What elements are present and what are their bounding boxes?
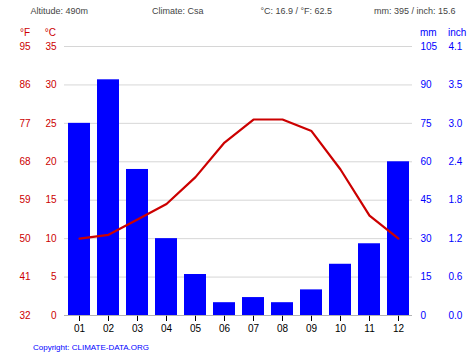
svg-text:68: 68 (19, 156, 31, 167)
svg-text:25: 25 (45, 118, 57, 129)
svg-text:5: 5 (51, 271, 57, 282)
svg-text:02: 02 (103, 323, 115, 334)
svg-text:1.8: 1.8 (449, 194, 463, 205)
svg-text:3.0: 3.0 (449, 118, 463, 129)
svg-text:45: 45 (421, 194, 433, 205)
svg-text:32: 32 (19, 310, 31, 321)
svg-text:105: 105 (421, 41, 438, 52)
svg-text:77: 77 (19, 118, 31, 129)
svg-text:mm: mm (420, 27, 437, 38)
svg-text:10: 10 (45, 233, 57, 244)
svg-text:09: 09 (306, 323, 318, 334)
svg-text:Climate: Csa: Climate: Csa (152, 6, 204, 16)
svg-text:2.4: 2.4 (449, 156, 463, 167)
svg-text:90: 90 (421, 79, 433, 90)
svg-text:°C: °C (45, 27, 56, 38)
svg-text:86: 86 (19, 79, 31, 90)
svg-text:95: 95 (19, 41, 31, 52)
svg-text:50: 50 (19, 233, 31, 244)
svg-text:0: 0 (51, 310, 57, 321)
svg-text:mm: 395 / inch: 15.6: mm: 395 / inch: 15.6 (374, 6, 456, 16)
svg-text:01: 01 (74, 323, 86, 334)
svg-text:20: 20 (45, 156, 57, 167)
svg-text:°F: °F (20, 27, 30, 38)
svg-text:41: 41 (19, 271, 31, 282)
svg-text:12: 12 (393, 323, 405, 334)
svg-text:30: 30 (45, 79, 57, 90)
svg-text:inch: inch (448, 27, 466, 38)
svg-text:03: 03 (132, 323, 144, 334)
svg-text:0: 0 (421, 310, 427, 321)
svg-text:30: 30 (421, 233, 433, 244)
svg-text:06: 06 (219, 323, 231, 334)
svg-text:1.2: 1.2 (449, 233, 463, 244)
svg-text:0.0: 0.0 (449, 310, 463, 321)
svg-text:15: 15 (45, 194, 57, 205)
svg-text:0.6: 0.6 (449, 271, 463, 282)
svg-text:3.5: 3.5 (449, 79, 463, 90)
svg-text:59: 59 (19, 194, 31, 205)
svg-text:°C: 16.9 / °F: 62.5: °C: 16.9 / °F: 62.5 (260, 6, 332, 16)
svg-text:35: 35 (45, 41, 57, 52)
svg-text:75: 75 (421, 118, 433, 129)
svg-text:07: 07 (248, 323, 260, 334)
svg-text:08: 08 (277, 323, 289, 334)
svg-text:11: 11 (364, 323, 375, 334)
svg-text:10: 10 (335, 323, 347, 334)
svg-text:15: 15 (421, 271, 433, 282)
svg-text:Altitude: 490m: Altitude: 490m (30, 6, 88, 16)
svg-text:60: 60 (421, 156, 433, 167)
svg-text:Copyright: CLIMATE-DATA.ORG: Copyright: CLIMATE-DATA.ORG (33, 343, 149, 352)
svg-text:4.1: 4.1 (449, 41, 463, 52)
svg-text:05: 05 (190, 323, 202, 334)
svg-text:04: 04 (161, 323, 173, 334)
